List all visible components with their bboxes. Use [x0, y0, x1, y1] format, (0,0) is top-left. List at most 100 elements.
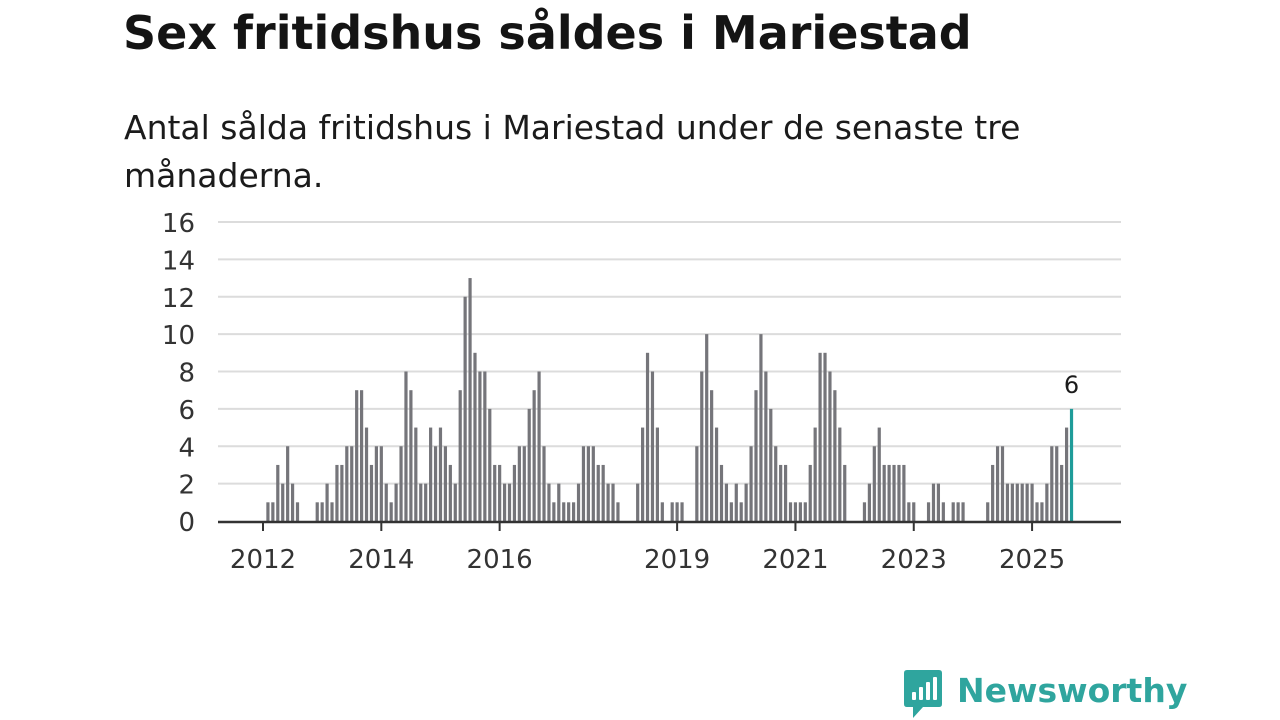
bar [710, 390, 714, 521]
data-labels: 6 [1064, 371, 1079, 399]
bar [650, 371, 655, 521]
bar [502, 483, 507, 522]
x-tick-label: 2025 [999, 545, 1065, 575]
highlight-data-label: 6 [1064, 371, 1079, 399]
bar [547, 483, 551, 522]
chart-title: Sex fritidshus såldes i Mariestad [123, 6, 972, 60]
bar [759, 334, 763, 522]
bar-highlighted [1069, 408, 1074, 522]
newsworthy-logo-text: Newsworthy [957, 671, 1188, 710]
bar [803, 502, 807, 521]
bar [798, 502, 802, 521]
bar [936, 483, 941, 522]
bar [542, 446, 546, 521]
bar [1055, 446, 1059, 521]
bar [281, 483, 285, 522]
bar [744, 483, 748, 522]
bar [360, 390, 364, 521]
bar [414, 427, 418, 521]
bar [961, 502, 965, 521]
bar [754, 390, 758, 521]
x-axis-ticks: 2012 2014 2016 2019 2021 2023 2025 [230, 523, 1065, 575]
bar [877, 427, 881, 521]
y-tick-label: 4 [178, 433, 195, 463]
bar [788, 502, 793, 521]
bar [606, 483, 610, 522]
x-tick-label: 2012 [230, 545, 296, 575]
bar [793, 502, 798, 521]
bar [562, 502, 566, 521]
bar [1060, 464, 1064, 521]
bar [1010, 483, 1014, 522]
bar [828, 371, 832, 521]
bar [655, 427, 659, 521]
bar [1015, 483, 1019, 522]
bar [340, 464, 344, 521]
bar [931, 483, 936, 522]
bar [325, 483, 329, 522]
bar [567, 502, 571, 521]
bar [532, 390, 536, 521]
bar [779, 464, 783, 521]
bar [581, 446, 586, 521]
bar [266, 502, 270, 521]
bar [700, 371, 704, 521]
bar [813, 427, 817, 521]
bar [350, 446, 354, 521]
bar [468, 278, 472, 521]
bar [636, 483, 640, 522]
bar [887, 464, 891, 521]
bar [1000, 446, 1005, 521]
bar [951, 502, 955, 521]
bar [557, 483, 561, 522]
x-tick-label: 2021 [762, 545, 828, 575]
x-tick-label: 2016 [467, 545, 533, 575]
bar [783, 464, 788, 521]
bar [394, 483, 398, 522]
bar [345, 446, 349, 521]
bar [705, 334, 709, 522]
bar [1040, 502, 1044, 521]
bar [926, 502, 931, 521]
bar [724, 483, 729, 522]
bar [527, 408, 531, 522]
bar [769, 408, 773, 522]
gridlines [218, 221, 1121, 485]
bar [729, 502, 733, 521]
bar [473, 352, 477, 521]
bar [374, 446, 378, 521]
x-tick-label: 2014 [348, 545, 414, 575]
bar [1025, 483, 1029, 522]
bar [843, 464, 847, 521]
bar [862, 502, 867, 521]
y-tick-label: 16 [162, 209, 195, 239]
bar [764, 371, 768, 521]
bar [986, 502, 990, 521]
bar [355, 390, 359, 521]
bar [379, 446, 383, 521]
bar [507, 483, 512, 522]
bar [833, 390, 837, 521]
bar [941, 502, 945, 521]
bar [315, 502, 319, 521]
y-tick-label: 12 [162, 284, 195, 314]
bar [719, 464, 724, 521]
bar [276, 464, 280, 521]
bar [611, 483, 615, 522]
y-tick-label: 8 [178, 359, 195, 389]
bar [586, 446, 590, 521]
bar [483, 371, 487, 521]
bar [1045, 483, 1049, 522]
bar [429, 427, 433, 521]
bar [1050, 446, 1054, 521]
bar [872, 446, 876, 521]
bar [1035, 502, 1039, 521]
bar [892, 464, 896, 521]
bar [670, 502, 674, 521]
bar [714, 427, 719, 521]
bar [295, 502, 300, 521]
x-tick-label: 2023 [881, 545, 947, 575]
y-tick-label: 10 [162, 321, 195, 351]
bar [488, 408, 492, 522]
